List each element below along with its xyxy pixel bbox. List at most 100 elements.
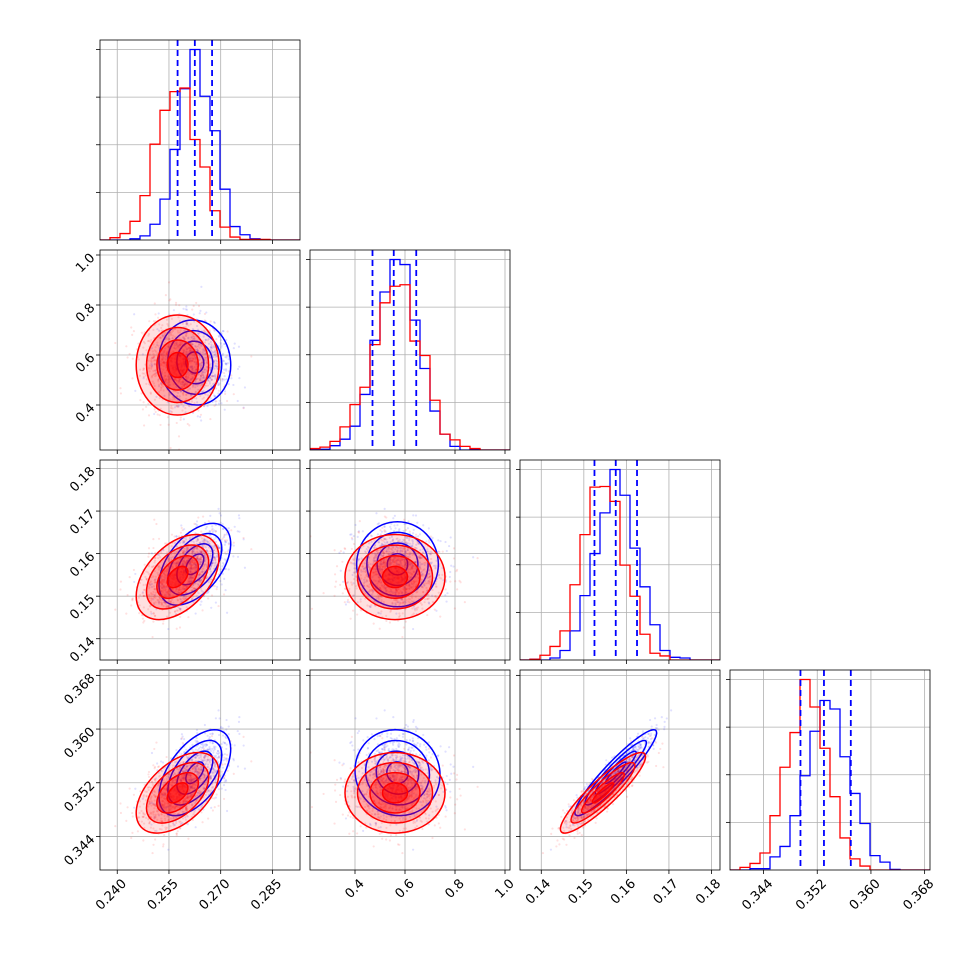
scatter-point (161, 352, 164, 355)
scatter-point (188, 563, 191, 566)
scatter-point (193, 337, 196, 340)
scatter-point (142, 375, 145, 378)
scatter-point (215, 585, 219, 589)
scatter-point (379, 553, 382, 557)
scatter-point (204, 762, 207, 765)
scatter-point (164, 577, 167, 580)
scatter-point (207, 748, 210, 752)
scatter-point (388, 590, 391, 594)
scatter-point (181, 550, 185, 553)
scatter-point (188, 778, 191, 781)
scatter-point (438, 576, 441, 579)
scatter-point (204, 563, 207, 566)
scatter-point (202, 374, 205, 377)
scatter-point (437, 550, 440, 553)
scatter-point (214, 400, 217, 403)
scatter-point (125, 345, 128, 348)
scatter-point (394, 591, 397, 594)
scatter-point (183, 550, 186, 553)
scatter-point (238, 530, 241, 533)
scatter-point (200, 537, 204, 540)
scatter-point (431, 594, 434, 597)
scatter-point (376, 582, 379, 585)
scatter-point (449, 536, 452, 539)
scatter-point (200, 578, 203, 582)
scatter-point (184, 800, 187, 803)
scatter-point (368, 542, 371, 545)
scatter-point (208, 741, 212, 744)
scatter-point (416, 542, 419, 545)
scatter-point (214, 395, 217, 398)
scatter-point (175, 390, 178, 393)
scatter-point (222, 741, 225, 744)
scatter-point (359, 574, 362, 577)
scatter-point (198, 363, 201, 366)
scatter-point (181, 562, 184, 565)
scatter-point (374, 579, 377, 582)
scatter-point (165, 593, 168, 596)
scatter-point (150, 360, 153, 363)
scatter-point (189, 323, 192, 326)
scatter-point (179, 344, 182, 347)
scatter-point (232, 347, 235, 350)
scatter-point (185, 768, 188, 772)
scatter-point (175, 379, 178, 382)
scatter-point (458, 579, 461, 583)
scatter-point (173, 398, 177, 401)
scatter-point (190, 566, 193, 569)
scatter-point (181, 597, 185, 600)
scatter-point (168, 593, 171, 596)
scatter-point (455, 570, 458, 573)
scatter-point (191, 550, 194, 553)
scatter-point (167, 590, 170, 593)
scatter-point (152, 596, 156, 599)
scatter-point (179, 607, 182, 611)
scatter-point (224, 736, 228, 740)
scatter-point (426, 548, 429, 551)
scatter-point (201, 759, 204, 762)
scatter-point (227, 370, 231, 373)
scatter-point (223, 533, 226, 536)
scatter-point (130, 326, 133, 329)
scatter-point (171, 555, 175, 559)
scatter-point (180, 385, 183, 389)
scatter-point (192, 561, 195, 564)
scatter-point (211, 530, 214, 534)
scatter-point (214, 364, 218, 367)
scatter-point (160, 603, 163, 606)
scatter-point (172, 778, 176, 781)
scatter-point (224, 540, 228, 544)
scatter-point (160, 386, 163, 389)
scatter-point (395, 590, 398, 593)
scatter-point (352, 571, 355, 574)
scatter-point (188, 355, 191, 358)
scatter-point (212, 769, 216, 772)
scatter-point (236, 555, 240, 558)
panel-1-1 (306, 249, 511, 454)
scatter-point (182, 336, 185, 339)
scatter-point (183, 348, 186, 351)
scatter-point (150, 576, 153, 579)
scatter-point (211, 772, 214, 775)
scatter-point (397, 563, 400, 567)
scatter-point (389, 587, 392, 590)
scatter-point (169, 591, 172, 594)
scatter-point (210, 345, 213, 348)
scatter-point (412, 579, 415, 583)
scatter-point (174, 588, 178, 591)
scatter-point (163, 362, 166, 365)
scatter-point (194, 368, 197, 371)
scatter-point (171, 588, 175, 591)
scatter-point (217, 389, 220, 392)
scatter-point (353, 562, 356, 565)
scatter-point (217, 546, 221, 549)
scatter-point (227, 725, 230, 728)
scatter-point (402, 588, 405, 591)
scatter-point (389, 540, 392, 544)
scatter-point (154, 588, 157, 591)
scatter-point (203, 386, 206, 389)
scatter-point (188, 359, 191, 363)
scatter-point (152, 538, 155, 541)
scatter-point (153, 603, 156, 606)
scatter-point (392, 563, 395, 566)
